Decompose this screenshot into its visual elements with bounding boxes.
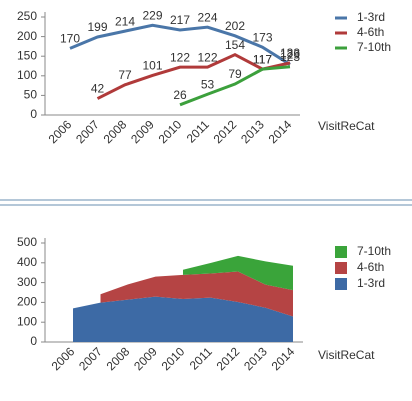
- y-tick-label: 300: [17, 275, 37, 289]
- x-tick-label: 2012: [214, 344, 243, 373]
- x-tick-label: 2012: [211, 117, 240, 146]
- data-label: 117: [253, 52, 272, 66]
- line-series: [179, 65, 291, 107]
- y-tick-label: 100: [17, 68, 37, 82]
- data-label: 117: [253, 52, 272, 66]
- legend-swatch: [335, 262, 347, 274]
- y-tick-label: 500: [17, 235, 37, 249]
- x-tick-label: 2013: [238, 117, 267, 146]
- legend-label: 1-3rd: [357, 276, 385, 290]
- legend-label: 1-3rd: [357, 10, 385, 24]
- x-tick-label: 2013: [241, 344, 270, 373]
- data-label: 154: [225, 38, 245, 52]
- legend-label: 7-10th: [357, 244, 391, 258]
- x-tick-label: 2006: [46, 117, 75, 146]
- legend-label: 7-10th: [357, 40, 391, 54]
- y-tick-label: 250: [17, 9, 37, 23]
- data-label: 101: [142, 59, 162, 73]
- area-series: [183, 255, 293, 291]
- data-label: 214: [115, 14, 135, 28]
- data-label: 199: [87, 20, 107, 34]
- data-label: 53: [201, 77, 215, 91]
- x-tick-label: 2011: [184, 117, 212, 145]
- data-label: 123: [280, 50, 300, 64]
- y-tick-label: 200: [17, 29, 37, 43]
- legend-label: 4-6th: [357, 25, 384, 39]
- data-label: 42: [91, 82, 105, 96]
- data-label: 26: [173, 88, 187, 102]
- x-tick-label: 2007: [73, 117, 102, 146]
- y-tick-label: 150: [17, 48, 37, 62]
- y-tick-label: 0: [30, 334, 37, 348]
- y-tick-label: 200: [17, 295, 37, 309]
- x-axis-label: VisitReCat: [318, 119, 375, 133]
- data-label: 122: [170, 50, 190, 64]
- data-label: 229: [142, 8, 162, 22]
- data-label: 133: [280, 46, 300, 60]
- x-tick-label: 2009: [128, 117, 157, 146]
- x-tick-label: 2010: [159, 344, 188, 373]
- area-series: [73, 296, 293, 342]
- data-label: 129: [280, 48, 300, 62]
- x-tick-label: 2014: [269, 344, 298, 373]
- area-series: [100, 271, 293, 317]
- data-label: 79: [228, 67, 242, 81]
- x-tick-label: 2011: [187, 344, 215, 372]
- data-label: 170: [60, 32, 80, 46]
- y-tick-label: 100: [17, 314, 37, 328]
- data-label: 77: [118, 68, 132, 82]
- data-label: 217: [170, 13, 190, 27]
- data-label: 122: [197, 50, 217, 64]
- x-tick-label: 2008: [101, 117, 130, 146]
- x-tick-label: 2010: [156, 117, 185, 146]
- legend-label: 4-6th: [357, 260, 384, 274]
- y-tick-label: 400: [17, 255, 37, 269]
- x-axis-label: VisitReCat: [318, 348, 375, 362]
- legend-swatch: [335, 278, 347, 290]
- legend-swatch: [335, 246, 347, 258]
- x-tick-label: 2006: [49, 344, 78, 373]
- x-tick-label: 2014: [266, 117, 295, 146]
- x-tick-label: 2007: [76, 344, 105, 373]
- y-tick-label: 50: [24, 88, 38, 102]
- data-label: 202: [225, 19, 245, 33]
- y-tick-label: 0: [30, 107, 37, 121]
- data-label: 224: [197, 10, 217, 24]
- line-series: [69, 23, 291, 66]
- data-label: 173: [252, 30, 272, 44]
- x-tick-label: 2009: [131, 344, 160, 373]
- line-series: [96, 52, 291, 100]
- x-tick-label: 2008: [104, 344, 133, 373]
